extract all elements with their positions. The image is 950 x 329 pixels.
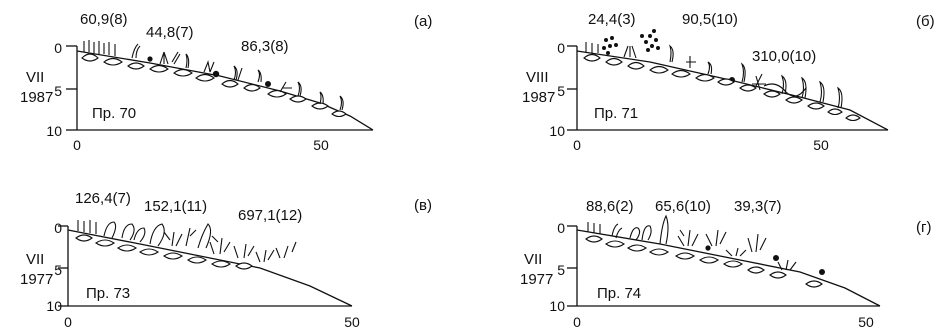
annotation-1: 24,4(3) (588, 11, 636, 28)
y-tick-10: 10 (46, 298, 62, 314)
annotation-1: 88,6(2) (586, 198, 634, 215)
axes (58, 225, 352, 307)
annotation-2: 65,6(10) (655, 198, 711, 215)
annotation-1: 126,4(7) (75, 190, 131, 207)
month-label: VII (26, 251, 44, 268)
bottom-profile-line (576, 229, 881, 307)
year-label: 1987 (20, 89, 53, 106)
vegetation (81, 40, 347, 118)
axes (66, 45, 373, 131)
annotation-2: 44,8(7) (146, 24, 194, 41)
panel-letter: (б) (916, 13, 935, 30)
y-tick-5: 5 (557, 83, 565, 99)
panel-g: 88,6(2) 65,6(10) 39,3(7) (г) VII 1977 0 … (520, 198, 931, 329)
vegetation (583, 29, 861, 122)
x-tick-0: 0 (573, 314, 581, 329)
y-tick-10: 10 (549, 123, 565, 139)
panel-letter: (а) (414, 13, 432, 30)
x-tick-0: 0 (64, 314, 72, 329)
x-tick-50: 50 (344, 314, 360, 329)
y-tick-0: 0 (557, 40, 565, 56)
annotation-1: 60,9(8) (80, 11, 128, 28)
panel-v: 126,4(7) 152,1(11) 697,1(12) (в) VII 197… (20, 190, 432, 329)
x-tick-50: 50 (858, 314, 874, 329)
y-tick-5: 5 (54, 83, 62, 99)
annotation-3: 86,3(8) (241, 38, 289, 55)
vegetation (585, 214, 825, 288)
y-tick-10: 10 (46, 123, 62, 139)
annotation-3: 697,1(12) (238, 207, 302, 224)
x-tick-0: 0 (573, 137, 581, 153)
axes (567, 225, 880, 307)
panel-b: 24,4(3) 90,5(10) 310,0(10) (б) VIII 1987… (522, 11, 935, 153)
panel-letter: (г) (916, 219, 931, 236)
axes (567, 45, 888, 131)
year-label: 1977 (20, 271, 53, 288)
bottom-profile-line (67, 229, 353, 307)
x-tick-50: 50 (813, 137, 829, 153)
year-label: 1987 (522, 89, 555, 106)
profile-label: Пр. 70 (92, 105, 136, 122)
annotation-3: 39,3(7) (734, 198, 782, 215)
x-tick-50: 50 (313, 137, 329, 153)
panel-letter: (в) (414, 197, 432, 214)
panel-a: 60,9(8) 44,8(7) 86,3(8) (а) VII 1987 0 5… (20, 11, 432, 153)
vegetation (75, 220, 297, 270)
annotation-2: 152,1(11) (144, 198, 207, 215)
y-tick-5: 5 (54, 262, 62, 278)
bottom-profile-line (576, 50, 889, 131)
month-label: VII (26, 69, 44, 86)
y-tick-0: 0 (54, 40, 62, 56)
year-label: 1977 (520, 271, 553, 288)
y-tick-5: 5 (557, 262, 565, 278)
profile-label: Пр. 73 (86, 285, 130, 302)
y-tick-10: 10 (549, 298, 565, 314)
annotation-3: 310,0(10) (752, 48, 816, 65)
x-tick-0: 0 (73, 137, 81, 153)
y-tick-0: 0 (54, 220, 62, 236)
month-label: VIII (526, 69, 549, 86)
y-tick-0: 0 (557, 220, 565, 236)
profile-label: Пр. 71 (594, 105, 638, 122)
annotation-2: 90,5(10) (682, 11, 738, 28)
month-label: VII (524, 251, 542, 268)
profile-label: Пр. 74 (597, 285, 641, 302)
